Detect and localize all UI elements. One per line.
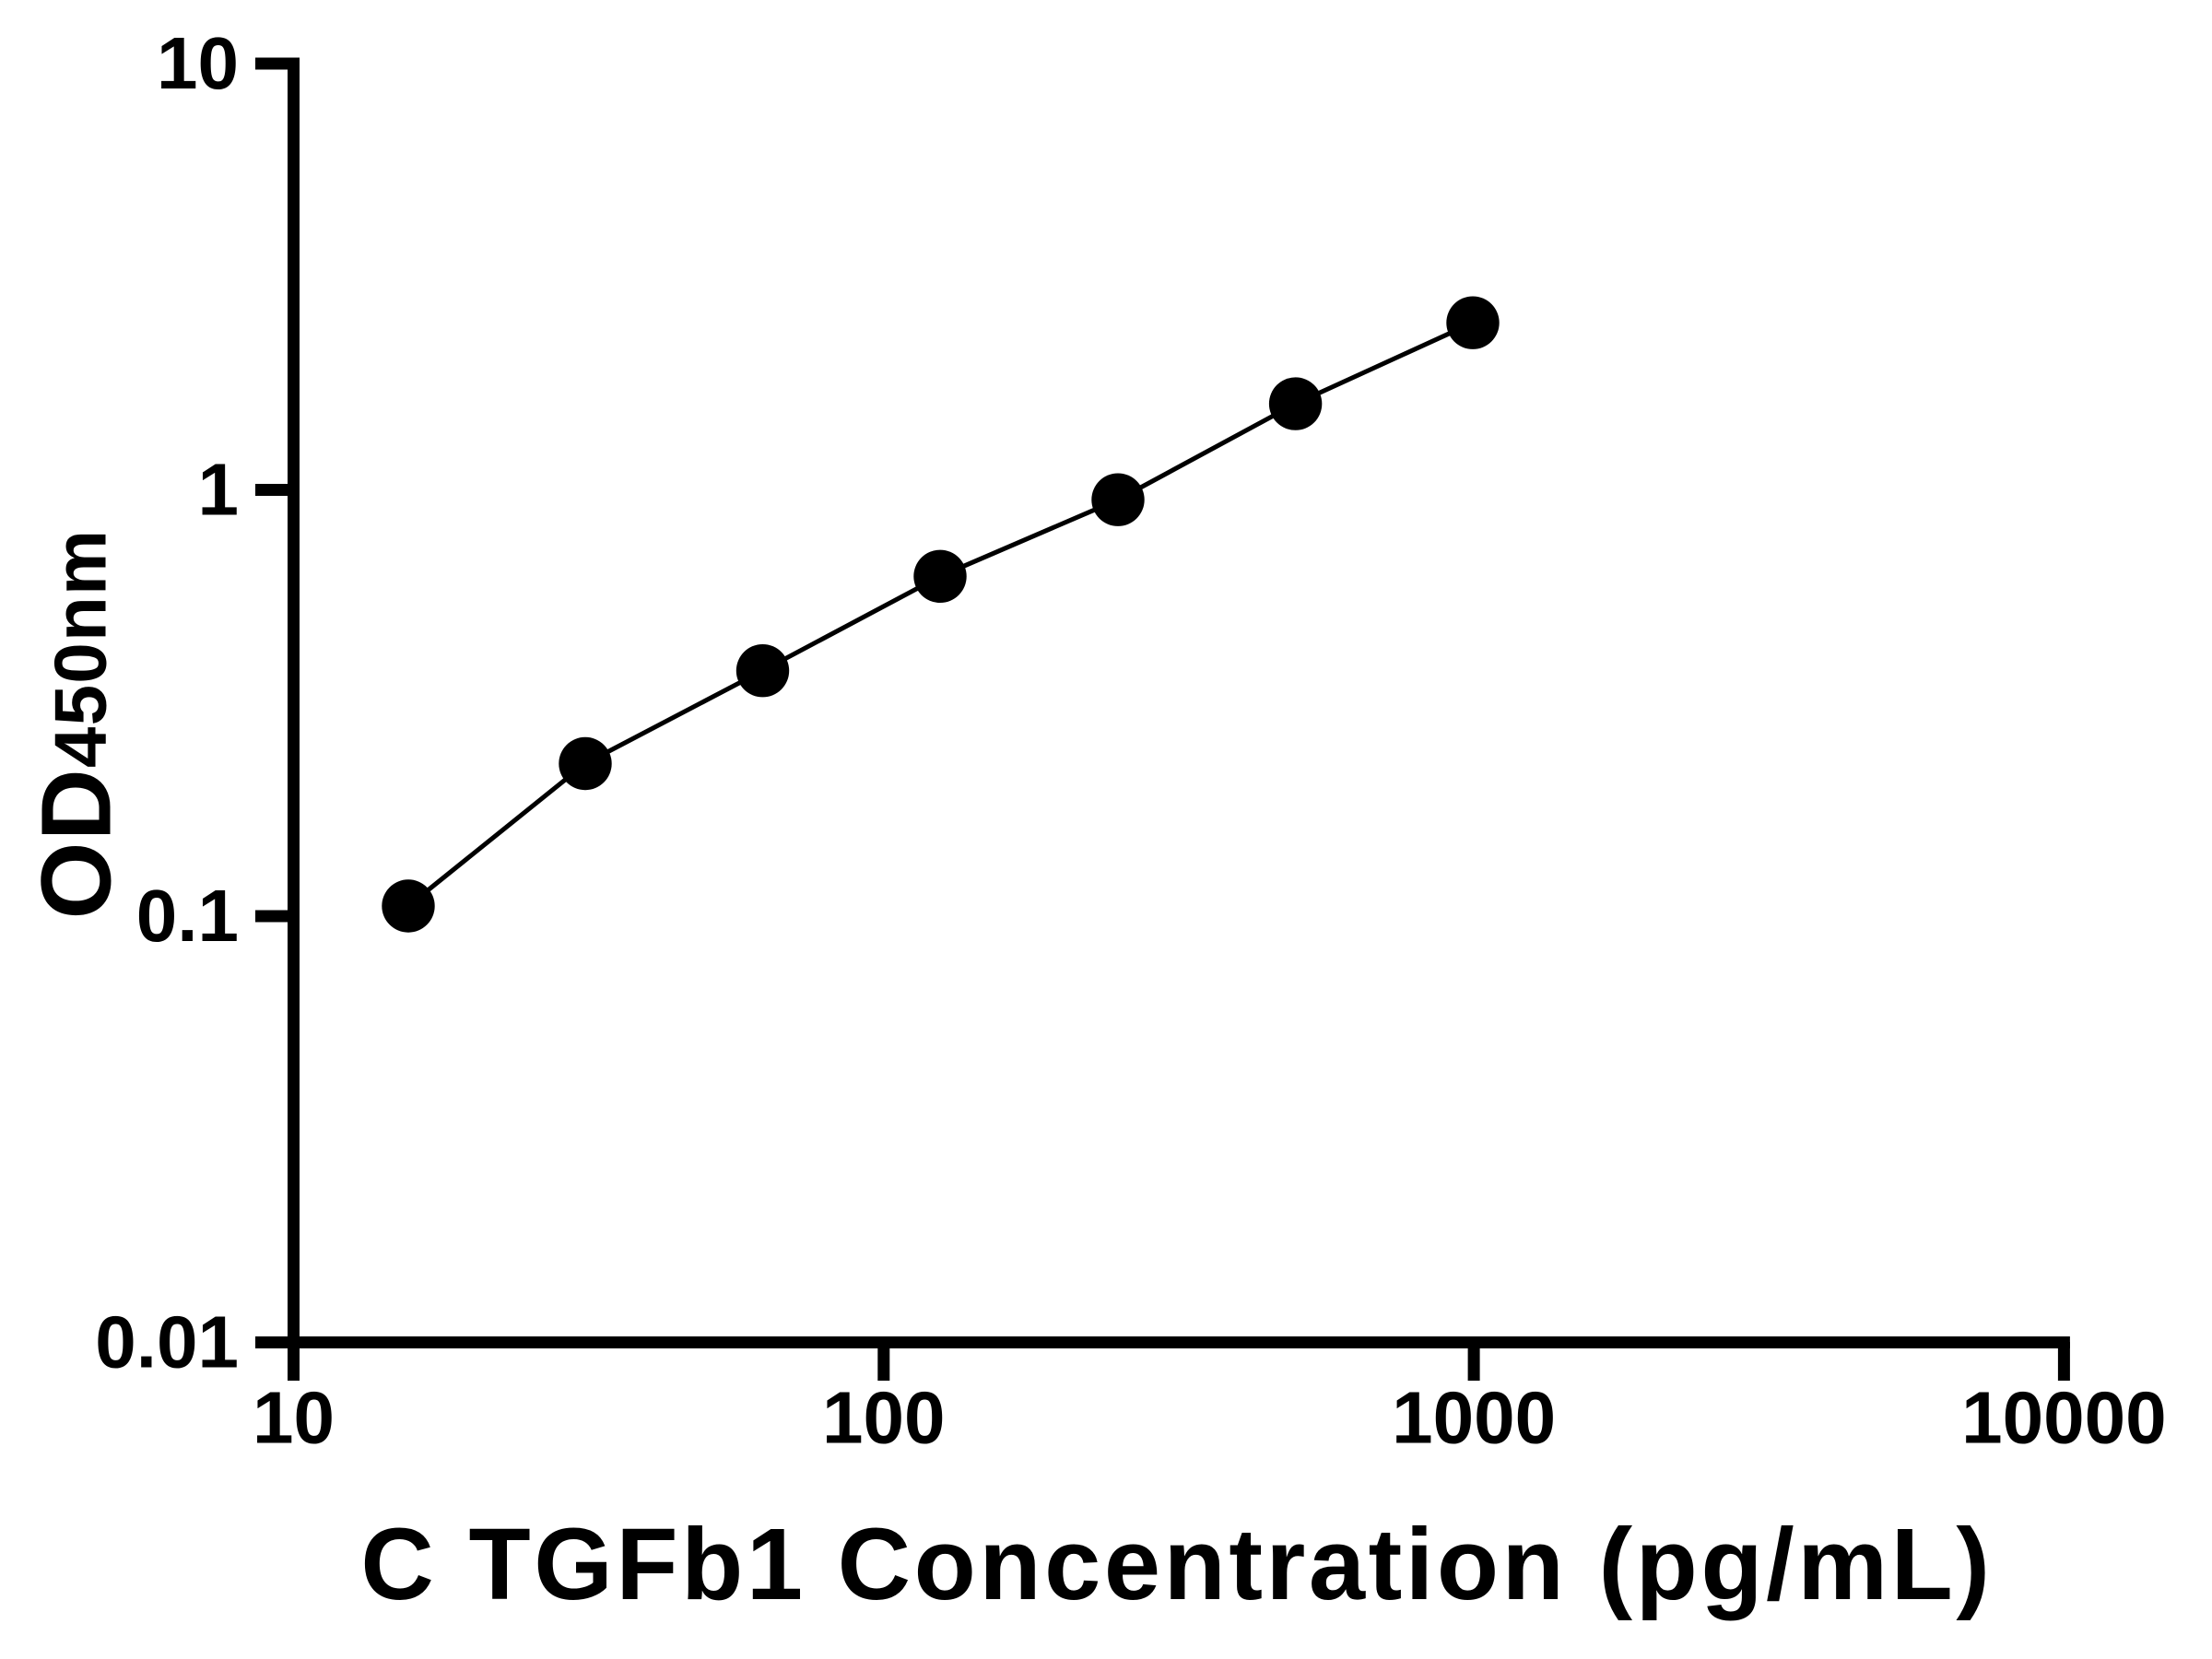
- svg-text:100: 100: [822, 1377, 945, 1459]
- svg-text:OD450nm: OD450nm: [19, 529, 131, 920]
- svg-text:10: 10: [253, 1377, 335, 1459]
- svg-text:1000: 1000: [1392, 1377, 1556, 1459]
- svg-text:10000: 10000: [1961, 1377, 2166, 1459]
- svg-text:C TGFb1 Concentration (pg/mL): C TGFb1 Concentration (pg/mL): [360, 1508, 1993, 1621]
- svg-text:0.1: 0.1: [136, 875, 239, 957]
- svg-text:10: 10: [157, 22, 239, 104]
- svg-text:0.01: 0.01: [95, 1301, 239, 1383]
- svg-text:1: 1: [198, 449, 240, 531]
